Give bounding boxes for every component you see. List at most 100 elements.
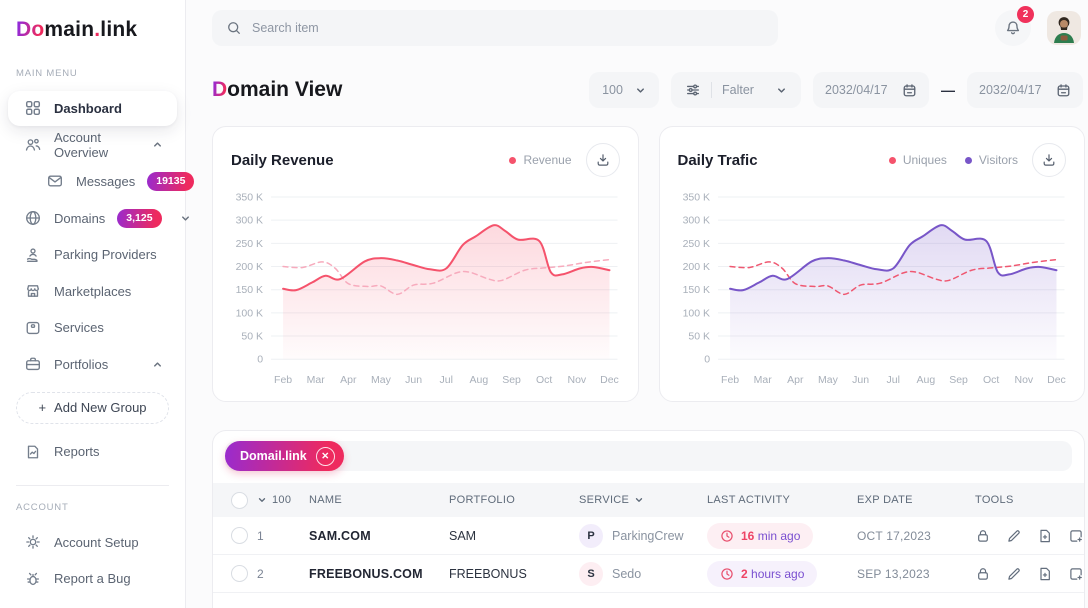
daily-traffic-chart: 350 K 300 K 250 K 200 K 150 K 100 K 50 K 0 Feb Ma… [682,192,1065,387]
file-plus-icon[interactable] [1037,528,1053,544]
table-row[interactable]: 2 FREEBONUS.COM FREEBONUS S Sedo 2 hours… [213,555,1084,594]
tools-cell [975,528,1084,544]
exp-date: OCT 17,2023 [857,528,932,543]
services-box-icon [24,319,42,337]
edit-pencil-icon[interactable] [1006,528,1022,544]
sidebar-item-label: Marketplaces [54,283,132,299]
header-controls: 100 Falter 2032/04/17 [589,72,1083,108]
note-add-icon[interactable] [1068,528,1084,544]
domains-count-badge: 3,125 [117,208,162,228]
column-exp-date[interactable]: EXP DATE [857,494,913,507]
sidebar-item-account-overview[interactable]: Account Overview [8,128,177,163]
svg-text:350 K: 350 K [236,192,263,204]
row-checkbox[interactable] [231,565,248,583]
svg-text:0: 0 [704,354,710,366]
gear-icon [24,533,42,551]
table-row[interactable]: 1 SAM.COM SAM P ParkingCrew 16 min ago O… [213,517,1084,556]
calendar-icon [902,83,917,98]
add-new-group-button[interactable]: + Add New Group [16,391,169,425]
page-header: Domain View 100 Falter 2032/04/17 [212,72,1083,108]
chart-legend: Uniques Visitors [888,153,1018,167]
select-all-checkbox[interactable] [231,491,248,509]
svg-text:100 K: 100 K [682,307,709,319]
page-size-select[interactable]: 100 [589,72,659,108]
column-last-activity[interactable]: LAST ACTIVITY [707,494,791,507]
remove-filter-icon[interactable]: ✕ [315,446,335,466]
active-filters-bar: Domail.link ✕ [225,441,1072,472]
svg-text:Aug: Aug [916,374,935,386]
column-portfolio[interactable]: PORTFOLIO [449,494,516,507]
svg-text:Jun: Jun [852,374,869,386]
svg-text:Mar: Mar [307,374,326,386]
sidebar-item-label: Domains [54,210,106,226]
column-name[interactable]: NAME [309,494,342,507]
dashboard-grid-icon [24,99,42,117]
download-chart-button[interactable] [585,143,620,177]
lock-icon[interactable] [975,528,991,544]
column-count[interactable]: 100 [257,494,309,506]
svg-text:Jul: Jul [440,374,453,386]
chevron-down-icon [635,85,646,96]
notifications-button[interactable]: 2 [995,6,1034,46]
sidebar-item-reports[interactable]: Reports [8,434,177,469]
date-to-picker[interactable]: 2032/04/17 [967,72,1083,108]
row-checkbox[interactable] [231,527,248,545]
chevron-down-icon [776,85,787,96]
sidebar-item-services[interactable]: Services [8,310,177,345]
svg-text:150 K: 150 K [682,284,709,296]
svg-text:250 K: 250 K [236,238,263,250]
chevron-up-icon[interactable] [152,139,163,150]
service-name: ParkingCrew [612,528,684,543]
note-add-icon[interactable] [1068,566,1084,582]
mail-icon [46,172,64,190]
sidebar-item-account-setup[interactable]: Account Setup [8,525,177,560]
sidebar-section-main-menu: MAIN MENU [16,68,78,79]
download-chart-button[interactable] [1032,143,1066,177]
filter-chip-domail-link[interactable]: Domail.link ✕ [225,441,344,472]
calendar-icon [1056,83,1071,98]
legend-dot [509,156,517,164]
table-header-row: 100 NAME PORTFOLIO SERVICE LAST ACTIVITY… [213,483,1084,518]
column-tools[interactable]: TOOLS [975,494,1014,507]
sidebar-item-dashboard[interactable]: Dashboard [8,91,177,126]
chevron-up-icon[interactable] [152,359,163,370]
service-avatar: P [579,523,603,548]
service-avatar: S [579,561,603,586]
search-icon [226,20,242,36]
svg-text:300 K: 300 K [682,215,709,227]
sidebar-item-marketplaces[interactable]: Marketplaces [8,274,177,309]
bell-icon [1004,19,1022,37]
file-plus-icon[interactable] [1037,566,1053,582]
globe-icon [24,209,42,227]
svg-text:Nov: Nov [1014,374,1033,386]
portfolio-name: SAM [449,528,477,543]
filter-dropdown[interactable]: Falter [671,72,801,108]
sidebar-item-portfolios[interactable]: Portfolios [8,347,177,382]
legend-item-uniques: Uniques [888,153,947,167]
sidebar-item-report-a-bug[interactable]: Report a Bug [8,561,177,596]
bug-icon [24,570,42,588]
lock-icon[interactable] [975,566,991,582]
sliders-icon [685,82,701,98]
chevron-down-icon[interactable] [180,213,191,224]
main-content: 2 Domain View 100 [186,0,1088,608]
search-input[interactable] [252,21,764,35]
svg-text:50 K: 50 K [688,331,710,343]
sidebar-item-domains[interactable]: Domains 3,125 [8,201,189,236]
search-bar[interactable] [212,10,778,46]
edit-pencil-icon[interactable] [1006,566,1022,582]
svg-text:350 K: 350 K [682,192,709,204]
portfolio-name: FREEBONUS [449,566,527,581]
date-from-picker[interactable]: 2032/04/17 [813,72,929,108]
column-service[interactable]: SERVICE [579,494,707,506]
chart-title: Daily Trafic [677,151,758,169]
chevron-down-icon [634,495,644,505]
sidebar-item-messages[interactable]: Messages 19135 [30,164,195,199]
sidebar-item-label: Reports [54,444,100,460]
sidebar-item-parking-providers[interactable]: Parking Providers [8,237,177,272]
user-avatar[interactable] [1047,11,1081,45]
sidebar-item-label: Account Setup [54,534,139,550]
plus-icon: + [38,400,47,416]
sidebar-item-label: Dashboard [54,100,122,116]
sidebar-item-label: Messages [76,173,136,189]
